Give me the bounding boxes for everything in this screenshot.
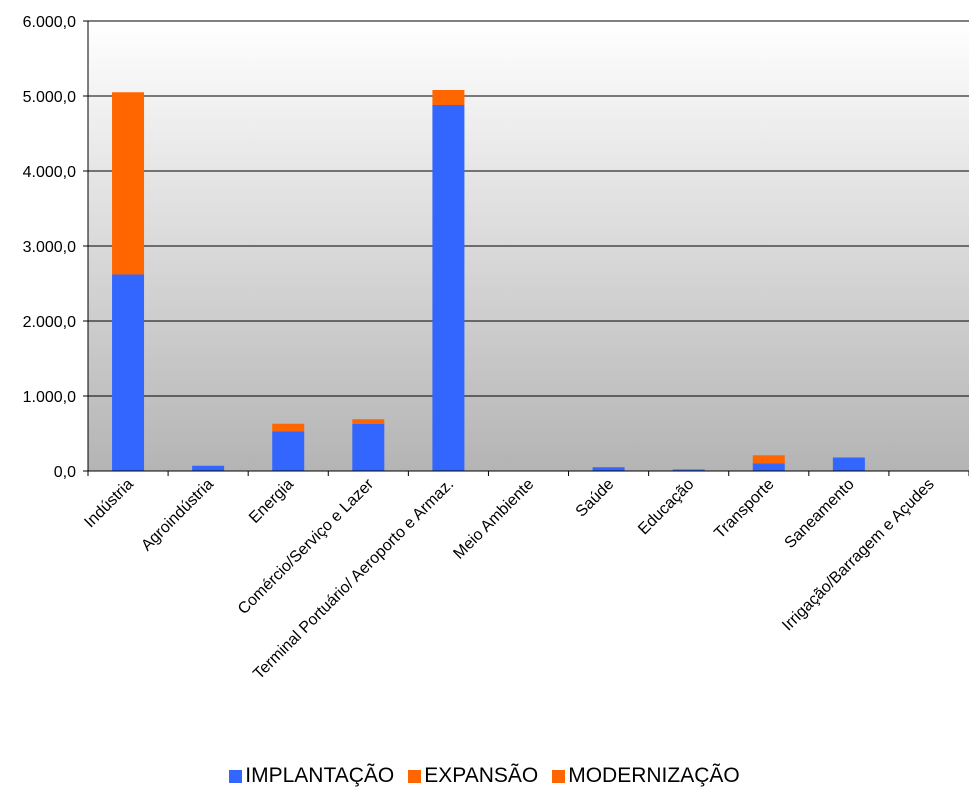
bar-segment — [272, 423, 305, 432]
x-tick-label: Agroindústria — [138, 476, 217, 555]
legend-item: IMPLANTAÇÃO — [229, 764, 394, 788]
y-tick-label: 1.000,0 — [23, 389, 76, 406]
y-tick-label: 0,0 — [54, 464, 76, 481]
bar-segment — [832, 457, 865, 471]
bar-segment — [352, 423, 385, 471]
bar-segment — [112, 274, 145, 471]
y-tick-label: 3.000,0 — [23, 239, 76, 256]
x-tick-label: Saúde — [573, 476, 618, 521]
x-tick-label: Saneamento — [782, 476, 858, 552]
y-tick-label: 4.000,0 — [23, 164, 76, 181]
x-tick-label: Transporte — [711, 476, 777, 542]
legend-swatch — [408, 769, 422, 783]
x-tick-label: Meio Ambiente — [450, 476, 537, 563]
y-tick-label: 5.000,0 — [23, 89, 76, 106]
bar-segment — [272, 431, 305, 471]
gridlines — [88, 20, 969, 397]
bar-segment — [112, 92, 145, 275]
bar-segment — [752, 463, 785, 471]
y-tick-label: 6.000,0 — [23, 14, 76, 31]
legend: IMPLANTAÇÃO EXPANSÃO MODERNIZAÇÃO — [0, 762, 969, 790]
y-axis: 0,0 1.000,0 2.000,0 3.000,0 4.000,0 5.000,0 6.… — [23, 14, 89, 481]
legend-label: EXPANSÃO — [424, 764, 539, 787]
bar-segment — [432, 105, 465, 471]
y-tick-label: 2.000,0 — [23, 314, 76, 331]
legend-swatch — [229, 769, 243, 783]
x-axis: Indústria Agroindústria EnergiaComércio/Se… — [81, 470, 969, 683]
legend-swatch — [552, 769, 566, 783]
chart: 0,0 1.000,0 2.000,0 3.000,0 4.000,0 5.000,0 6.… — [23, 14, 969, 683]
x-tick-label: Comércio/Serviço e Lazer — [235, 475, 378, 618]
legend-label: IMPLANTAÇÃO — [245, 764, 395, 787]
bar-segment — [592, 467, 625, 471]
legend-item: EXPANSÃO — [408, 764, 538, 788]
x-tick-label: Indústria — [81, 476, 136, 531]
x-tick-label: Educação — [635, 476, 697, 538]
bar-segment — [192, 465, 225, 471]
bar-segment — [432, 90, 465, 105]
x-tick-label: Energia — [246, 476, 297, 527]
legend-label: MODERNIZAÇÃO — [568, 764, 740, 787]
legend-item: MODERNIZAÇÃO — [552, 764, 740, 788]
bars — [112, 90, 865, 471]
bar-segment — [352, 419, 385, 424]
bar-segment — [672, 469, 705, 471]
x-tick-label: Irrigação/Barragem e Açudes — [779, 476, 938, 635]
bar-segment — [752, 455, 785, 464]
